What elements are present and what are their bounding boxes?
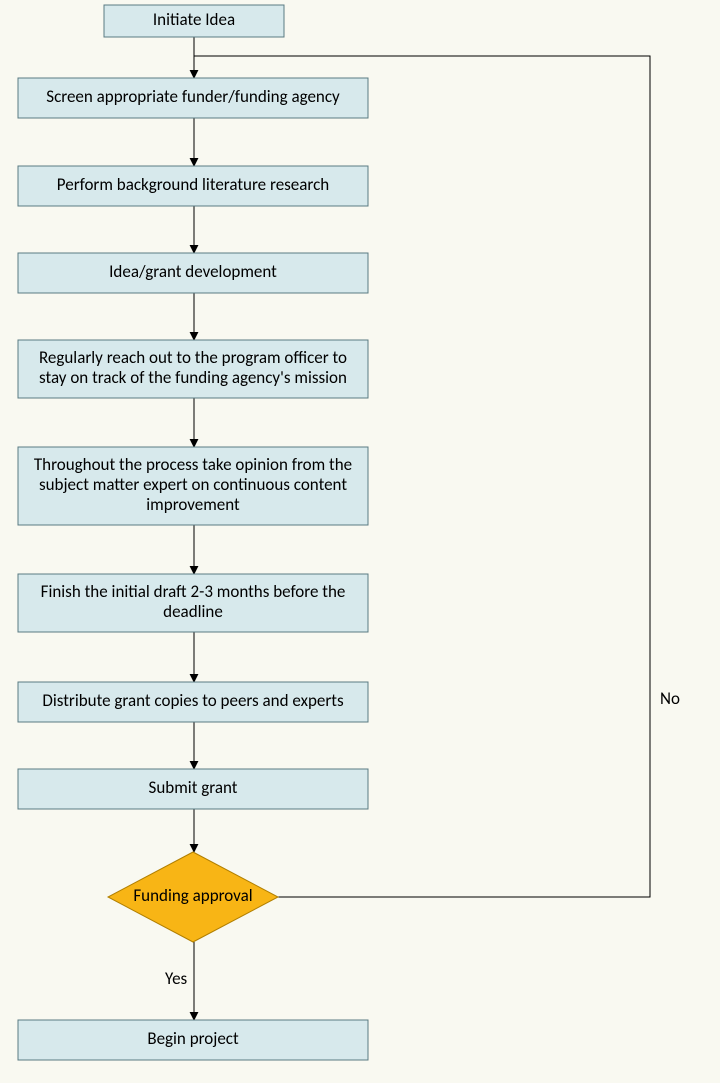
node-text-line: subject matter expert on continuous cont… [39, 474, 347, 495]
process-node: Finish the initial draft 2-3 months befo… [18, 574, 368, 632]
process-node: Idea/grant development [18, 253, 368, 293]
canvas-background [0, 0, 720, 1083]
node-text-line: Begin project [147, 1028, 239, 1049]
node-text-line: improvement [146, 494, 240, 515]
process-node: Distribute grant copies to peers and exp… [18, 682, 368, 722]
process-node: Regularly reach out to the program offic… [18, 340, 368, 398]
node-text-line: Submit grant [149, 777, 238, 798]
node-text-line: Perform background literature research [57, 174, 329, 195]
edge-label: No [660, 688, 680, 709]
process-node: Submit grant [18, 769, 368, 809]
node-text-line: Initiate Idea [153, 9, 235, 30]
node-text-line: Finish the initial draft 2-3 months befo… [41, 581, 346, 602]
process-node: Throughout the process take opinion from… [18, 447, 368, 525]
node-text-line: Funding approval [133, 885, 252, 906]
process-node: Screen appropriate funder/funding agency [18, 78, 368, 118]
edge-label: Yes [165, 968, 188, 989]
node-text-line: Idea/grant development [109, 261, 277, 282]
node-text-line: deadline [163, 601, 223, 622]
process-node: Initiate Idea [104, 5, 284, 37]
node-text-line: Regularly reach out to the program offic… [39, 347, 347, 368]
node-text-line: Distribute grant copies to peers and exp… [42, 690, 344, 711]
node-text-line: stay on track of the funding agency's mi… [39, 367, 347, 388]
node-text-line: Throughout the process take opinion from… [34, 454, 352, 475]
process-node: Begin project [18, 1020, 368, 1060]
node-text-line: Screen appropriate funder/funding agency [46, 86, 340, 107]
process-node: Perform background literature research [18, 166, 368, 206]
